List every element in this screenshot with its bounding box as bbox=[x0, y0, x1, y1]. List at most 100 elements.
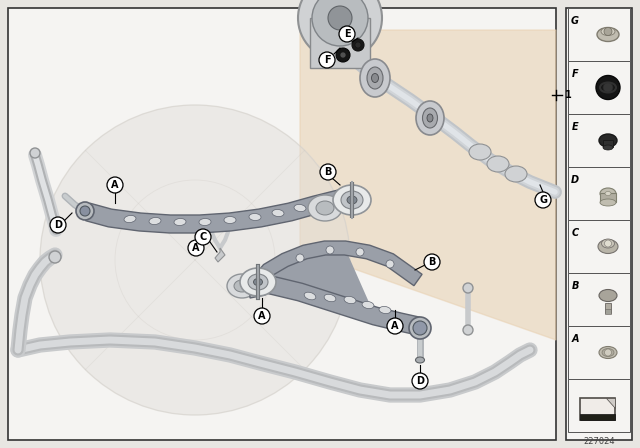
Text: D: D bbox=[54, 220, 62, 230]
Ellipse shape bbox=[415, 357, 424, 363]
Circle shape bbox=[328, 6, 352, 30]
Ellipse shape bbox=[174, 219, 186, 225]
Circle shape bbox=[76, 202, 94, 220]
Polygon shape bbox=[256, 273, 420, 335]
Circle shape bbox=[80, 206, 90, 216]
Ellipse shape bbox=[341, 191, 363, 209]
Ellipse shape bbox=[469, 144, 491, 160]
Bar bbox=[568, 326, 630, 379]
Bar bbox=[600, 194, 616, 202]
Circle shape bbox=[254, 308, 270, 324]
Bar bbox=[8, 8, 556, 440]
Polygon shape bbox=[580, 397, 615, 419]
Circle shape bbox=[195, 229, 211, 245]
Ellipse shape bbox=[333, 185, 371, 215]
Circle shape bbox=[107, 177, 123, 193]
Text: G: G bbox=[571, 16, 579, 26]
Circle shape bbox=[336, 48, 350, 62]
Ellipse shape bbox=[272, 210, 284, 216]
Bar bbox=[310, 18, 370, 68]
Circle shape bbox=[603, 82, 613, 92]
Ellipse shape bbox=[294, 204, 306, 211]
Ellipse shape bbox=[599, 289, 617, 302]
Circle shape bbox=[312, 0, 368, 46]
Circle shape bbox=[340, 52, 346, 58]
Ellipse shape bbox=[416, 101, 444, 135]
Circle shape bbox=[463, 325, 473, 335]
Bar bbox=[580, 414, 615, 419]
Text: E: E bbox=[344, 29, 350, 39]
Circle shape bbox=[413, 321, 427, 335]
Text: 1: 1 bbox=[565, 90, 572, 100]
Bar bbox=[603, 141, 613, 147]
Ellipse shape bbox=[308, 195, 342, 221]
Ellipse shape bbox=[599, 134, 617, 147]
Circle shape bbox=[298, 0, 382, 60]
Ellipse shape bbox=[344, 297, 356, 304]
Text: F: F bbox=[572, 69, 579, 79]
Bar bbox=[568, 273, 630, 326]
Bar bbox=[568, 379, 630, 432]
Ellipse shape bbox=[149, 217, 161, 224]
Ellipse shape bbox=[347, 196, 357, 204]
Polygon shape bbox=[268, 248, 375, 316]
Ellipse shape bbox=[240, 268, 276, 296]
Text: C: C bbox=[572, 228, 579, 238]
Circle shape bbox=[463, 283, 473, 293]
Polygon shape bbox=[300, 30, 556, 340]
Circle shape bbox=[355, 42, 361, 48]
Bar bbox=[568, 61, 630, 114]
Ellipse shape bbox=[199, 219, 211, 225]
Ellipse shape bbox=[422, 108, 438, 128]
Circle shape bbox=[412, 373, 428, 389]
Ellipse shape bbox=[379, 306, 391, 314]
Ellipse shape bbox=[597, 27, 619, 42]
Circle shape bbox=[326, 246, 334, 254]
Ellipse shape bbox=[600, 188, 616, 199]
Ellipse shape bbox=[505, 166, 527, 182]
Ellipse shape bbox=[600, 199, 616, 206]
Circle shape bbox=[319, 52, 335, 68]
Bar bbox=[566, 8, 632, 440]
Circle shape bbox=[605, 240, 611, 247]
Circle shape bbox=[188, 240, 204, 256]
Ellipse shape bbox=[605, 191, 611, 195]
Ellipse shape bbox=[304, 292, 316, 300]
Text: A: A bbox=[572, 334, 579, 344]
Polygon shape bbox=[215, 248, 225, 262]
Ellipse shape bbox=[371, 73, 378, 82]
Circle shape bbox=[320, 164, 336, 180]
Bar bbox=[568, 167, 630, 220]
Ellipse shape bbox=[324, 294, 336, 302]
Text: G: G bbox=[539, 195, 547, 205]
Circle shape bbox=[356, 248, 364, 256]
Bar bbox=[568, 220, 630, 273]
Circle shape bbox=[409, 317, 431, 339]
Ellipse shape bbox=[362, 302, 374, 309]
Ellipse shape bbox=[360, 59, 390, 97]
Circle shape bbox=[296, 254, 304, 262]
Ellipse shape bbox=[253, 279, 262, 285]
Circle shape bbox=[49, 251, 61, 263]
Polygon shape bbox=[253, 241, 422, 286]
Ellipse shape bbox=[487, 156, 509, 172]
Text: A: A bbox=[391, 321, 399, 331]
Text: B: B bbox=[428, 257, 436, 267]
Circle shape bbox=[352, 39, 364, 51]
Circle shape bbox=[30, 148, 40, 158]
Text: C: C bbox=[200, 232, 207, 242]
Text: A: A bbox=[192, 243, 200, 253]
Bar bbox=[605, 303, 611, 314]
Ellipse shape bbox=[427, 114, 433, 122]
Ellipse shape bbox=[224, 216, 236, 224]
Text: D: D bbox=[571, 175, 579, 185]
Circle shape bbox=[339, 26, 355, 42]
Ellipse shape bbox=[248, 274, 268, 290]
Ellipse shape bbox=[234, 280, 250, 292]
Bar bbox=[568, 114, 630, 167]
Text: A: A bbox=[111, 180, 119, 190]
Circle shape bbox=[604, 27, 612, 35]
Polygon shape bbox=[250, 270, 270, 298]
Polygon shape bbox=[86, 188, 350, 233]
Ellipse shape bbox=[601, 27, 615, 35]
